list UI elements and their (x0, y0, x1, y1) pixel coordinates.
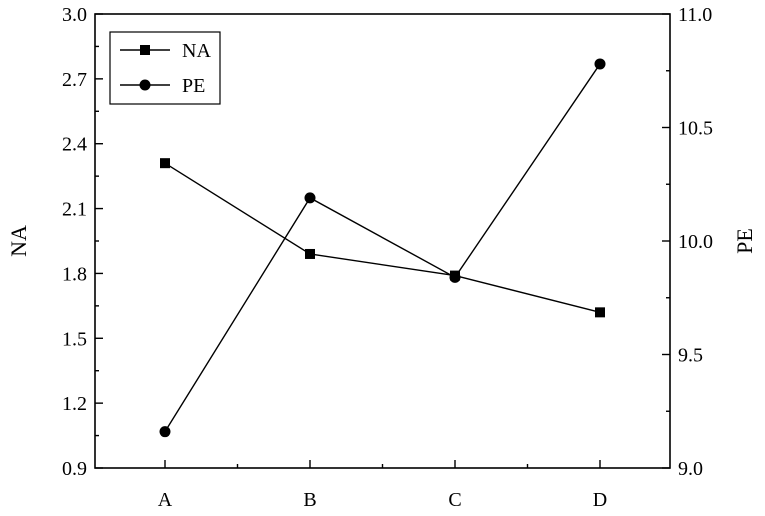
legend-pe-label: PE (182, 75, 205, 97)
series-layer (159, 58, 606, 438)
series-na-point (160, 158, 170, 169)
left-tick-label: 2.1 (62, 199, 87, 221)
legend: NA PE (109, 31, 221, 105)
right-tick-label: 9.0 (678, 458, 703, 480)
right-tick-label: 9.5 (678, 345, 703, 367)
series-na-point (305, 248, 315, 259)
right-tick-label: 10.5 (678, 118, 713, 140)
legend-na-marker (140, 45, 150, 55)
legend-pe-marker (139, 79, 151, 91)
left-tick-label: 2.7 (62, 69, 87, 91)
left-tick-label: 3.0 (62, 4, 87, 26)
x-tick-label: D (593, 489, 607, 511)
legend-na-label: NA (182, 40, 211, 62)
x-tick-label: C (448, 489, 461, 511)
left-tick-label: 0.9 (62, 458, 87, 480)
series-pe-point (304, 192, 316, 204)
right-axis-title: PE (732, 228, 757, 254)
ticks-layer: 0.9 1.2 1.5 1.8 2.1 2.4 2.7 3.0 9.0 9.5 10.0 10.5 11… (62, 4, 713, 511)
series-na-line (164, 162, 601, 314)
left-tick-label: 1.5 (62, 328, 87, 350)
series-pe-line (164, 63, 601, 433)
x-tick-label: B (303, 489, 316, 511)
series-pe-point (159, 426, 171, 438)
left-axis-title: NA (6, 225, 31, 257)
series-pe-point (594, 58, 606, 70)
series-pe-point (449, 271, 461, 283)
left-tick-label: 2.4 (62, 134, 87, 156)
left-tick-label: 1.2 (62, 393, 87, 415)
right-tick-label: 11.0 (678, 4, 712, 26)
series-na-point (595, 307, 605, 318)
x-tick-label: A (158, 489, 173, 511)
left-tick-label: 1.8 (62, 263, 87, 285)
plot-frame (94, 13, 671, 469)
legend-box (109, 31, 221, 105)
right-tick-label: 10.0 (678, 231, 713, 253)
